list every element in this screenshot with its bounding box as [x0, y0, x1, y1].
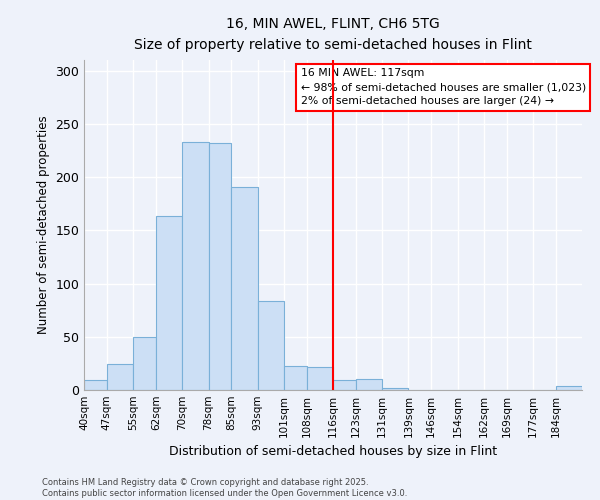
Bar	[107, 364, 133, 390]
Bar	[382, 388, 409, 390]
Bar	[556, 386, 582, 390]
Bar	[209, 143, 232, 390]
Bar	[133, 337, 156, 390]
Bar	[182, 142, 209, 390]
Bar	[307, 366, 333, 390]
Title: 16, MIN AWEL, FLINT, CH6 5TG
Size of property relative to semi-detached houses i: 16, MIN AWEL, FLINT, CH6 5TG Size of pro…	[134, 18, 532, 52]
Bar	[284, 366, 307, 390]
Bar	[356, 380, 382, 390]
Bar	[232, 186, 257, 390]
Bar	[333, 380, 356, 390]
Y-axis label: Number of semi-detached properties: Number of semi-detached properties	[37, 116, 50, 334]
Text: Contains HM Land Registry data © Crown copyright and database right 2025.
Contai: Contains HM Land Registry data © Crown c…	[42, 478, 407, 498]
Bar	[156, 216, 182, 390]
Text: 16 MIN AWEL: 117sqm
← 98% of semi-detached houses are smaller (1,023)
2% of semi: 16 MIN AWEL: 117sqm ← 98% of semi-detach…	[301, 68, 586, 106]
X-axis label: Distribution of semi-detached houses by size in Flint: Distribution of semi-detached houses by …	[169, 446, 497, 458]
Bar	[257, 300, 284, 390]
Bar	[84, 380, 107, 390]
